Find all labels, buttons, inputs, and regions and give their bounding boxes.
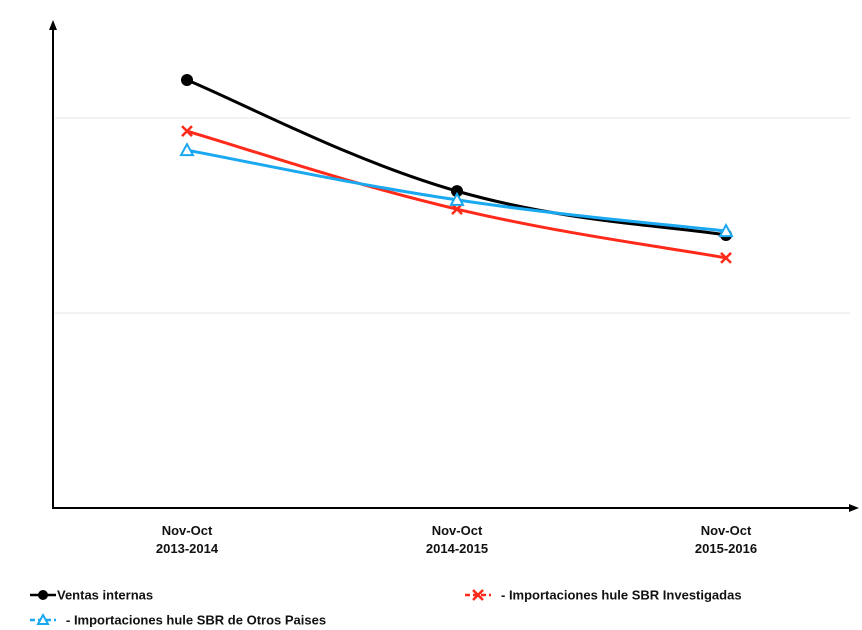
legend-item: - Importaciones hule SBR Investigadas (465, 587, 742, 602)
marker (451, 185, 463, 198)
marker (179, 142, 195, 157)
legend-label: - Importaciones hule SBR de Otros Paises (66, 612, 326, 627)
legend-label: Ventas internas (57, 587, 153, 602)
marker (449, 191, 465, 206)
legend-marker (36, 612, 50, 625)
legend-label: - Importaciones hule SBR Investigadas (501, 587, 742, 602)
marker (181, 73, 193, 86)
legend-item: - Importaciones hule SBR de Otros Paises (30, 612, 326, 627)
marker (720, 252, 732, 264)
x-tick-label: Nov-Oct 2014-2015 (426, 523, 488, 556)
legend-item: Ventas internas (30, 587, 153, 602)
x-tick-label: Nov-Oct 2015-2016 (695, 523, 757, 556)
marker (181, 125, 193, 138)
x-tick-label: Nov-Oct 2013-2014 (156, 523, 219, 556)
legend-marker (472, 589, 484, 601)
y-axis-arrow (49, 20, 57, 30)
x-axis-arrow (849, 504, 859, 512)
marker (718, 223, 734, 238)
legend-marker (38, 590, 48, 600)
